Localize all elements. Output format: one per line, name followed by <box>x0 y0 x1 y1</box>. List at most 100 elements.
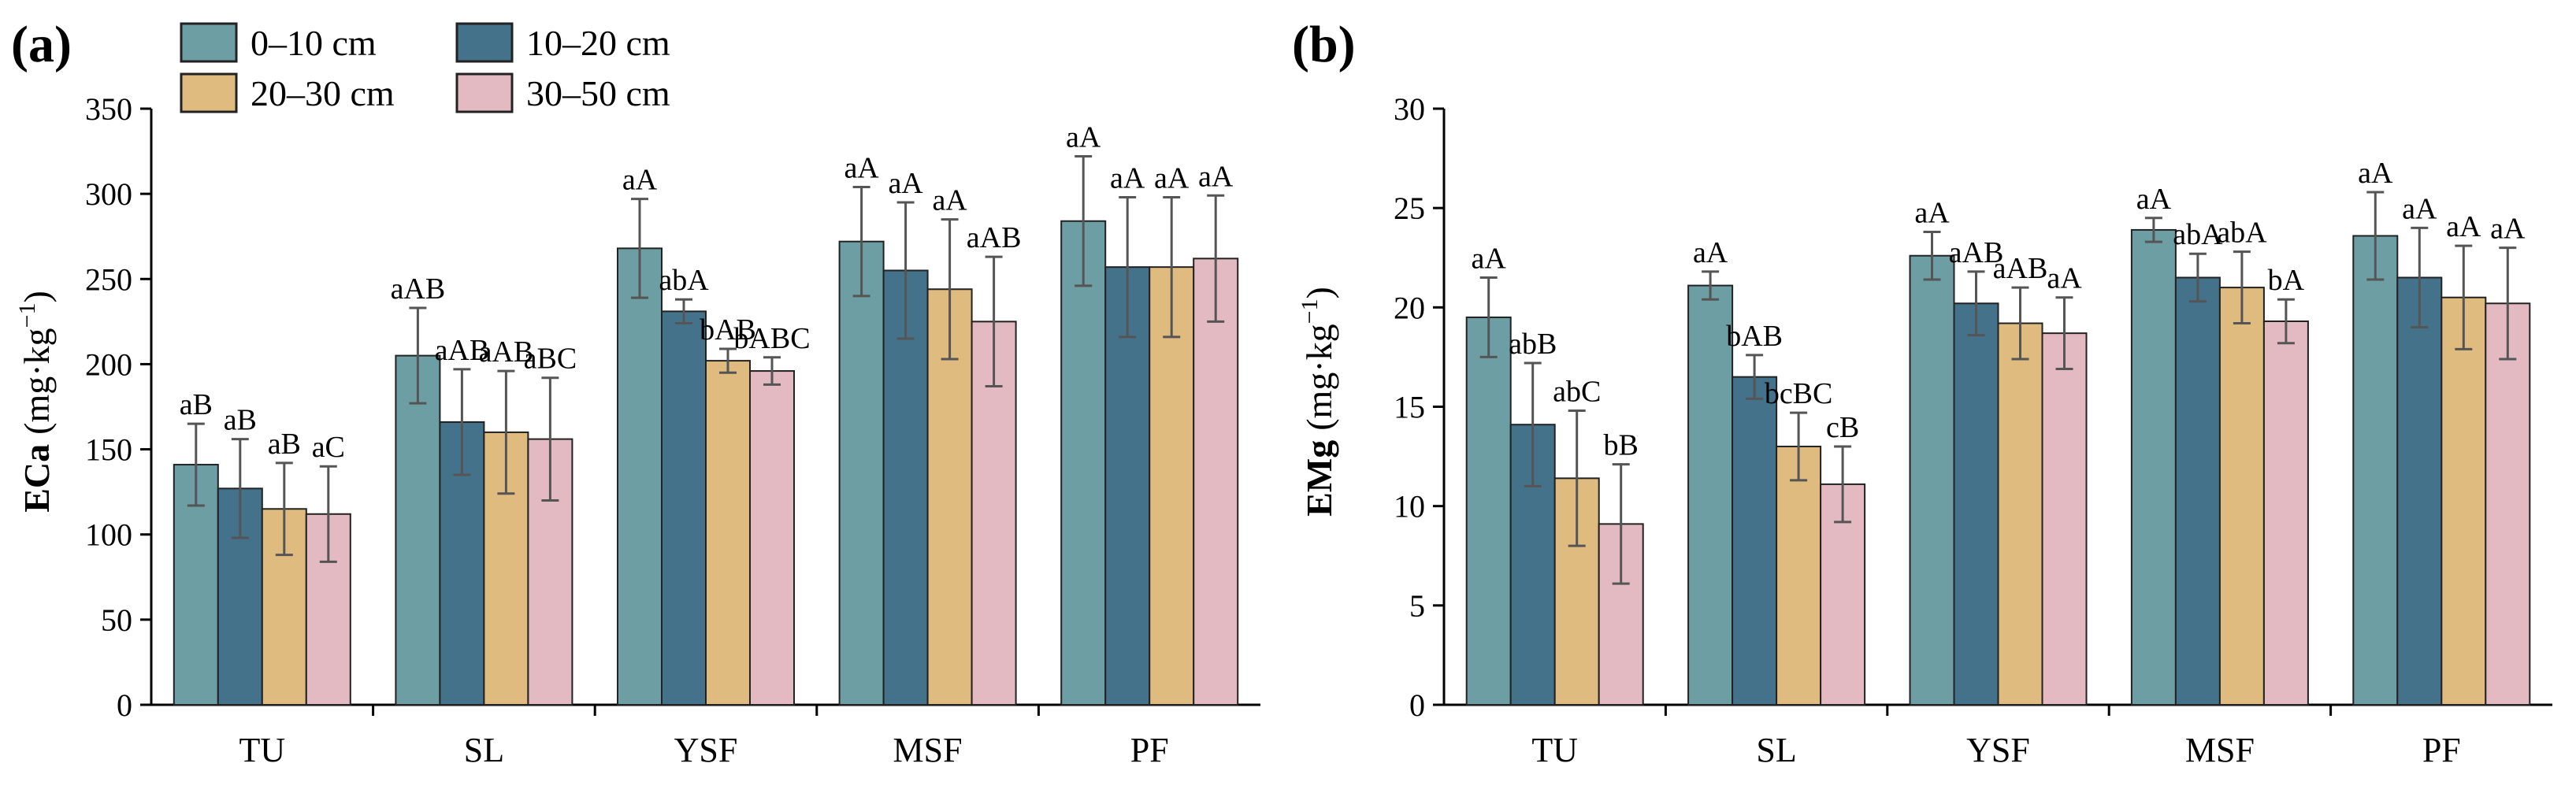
error-bar-b-pf-20-30-cm <box>2455 244 2473 350</box>
significance-label-b-sl-10-20-cm: bAB <box>1726 320 1783 353</box>
y-axis-title-a-close: ) <box>17 291 57 302</box>
significance-label-b-tu-10-20-cm: abB <box>1509 328 1557 361</box>
x-category-label-tu: TU <box>239 731 285 769</box>
y-tick-label-a: 150 <box>85 432 132 468</box>
y-axis-title-b-text: EMg (mg·kg−1) <box>1297 287 1339 517</box>
significance-label-b-ysf-20-30-cm: aAB <box>1993 252 2048 285</box>
error-bar-a-tu-20-30-cm <box>275 461 293 557</box>
error-bar-b-ysf-0-10-cm <box>1923 230 1941 281</box>
significance-label-b-ysf-0-10-cm: aA <box>1914 196 1950 229</box>
bar-b-pf-20-30-cm <box>2441 296 2487 706</box>
significance-label-a-tu-10-20-cm: aB <box>224 404 257 437</box>
panel-a: (a) ECa (mg·kg−1) 0 50 100 150 200 250 300 350 TU… <box>11 16 1260 769</box>
y-axis-title-b: EMg (mg·kg−1) <box>1297 287 1339 517</box>
x-category-label-ysf: YSF <box>674 731 738 769</box>
x-category-label-pf: PF <box>1130 731 1169 769</box>
y-tick-label-b: 5 <box>1409 588 1425 624</box>
significance-label-b-msf-20-30-cm: abA <box>2217 217 2267 250</box>
legend-swatch-0-10cm <box>180 22 238 63</box>
error-bar-a-sl-20-30-cm <box>497 369 515 495</box>
significance-label-a-pf-10-20-cm: aA <box>1110 161 1145 195</box>
significance-label-b-tu-30-50-cm: bB <box>1604 429 1639 462</box>
y-tick-label-a: 350 <box>85 91 132 127</box>
legend-label-30-50cm: 30–50 cm <box>526 73 670 113</box>
bar-b-ysf-30-50-cm <box>2041 332 2088 706</box>
significance-label-a-pf-0-10-cm: aA <box>1066 121 1101 154</box>
axes-a: 0 50 100 150 200 250 300 350 TU SL YSF MSF PF <box>85 91 1260 769</box>
significance-label-b-sl-20-30-cm: bcBC <box>1765 377 1833 410</box>
bar-a-msf-0-10-cm <box>838 240 885 706</box>
error-bar-b-ysf-10-20-cm <box>1967 270 1985 337</box>
error-bar-a-tu-0-10-cm <box>187 422 205 507</box>
error-bar-b-pf-10-20-cm <box>2411 226 2429 329</box>
y-tick-label-b: 10 <box>1394 489 1425 524</box>
significance-label-a-msf-30-50-cm: aAB <box>967 221 1022 254</box>
error-bar-b-sl-0-10-cm <box>1702 270 1720 301</box>
significance-label-a-sl-10-20-cm: aAB <box>435 334 490 367</box>
error-bar-a-sl-10-20-cm <box>453 368 471 476</box>
error-bar-b-tu-0-10-cm <box>1479 276 1498 358</box>
x-category-label-ysf: YSF <box>1966 731 2030 769</box>
error-bar-b-sl-10-20-cm <box>1746 354 1764 400</box>
bar-a-pf-30-50-cm <box>1193 258 1239 706</box>
bar-a-pf-0-10-cm <box>1060 220 1107 706</box>
bar-b-ysf-10-20-cm <box>1953 302 1999 706</box>
error-bar-a-ysf-20-30-cm <box>719 347 737 374</box>
significance-label-b-sl-30-50-cm: cB <box>1826 411 1859 444</box>
significance-label-a-pf-20-30-cm: aA <box>1154 161 1190 195</box>
error-bar-a-ysf-10-20-cm <box>675 298 692 325</box>
y-tick-label-a: 250 <box>85 261 132 297</box>
error-bar-a-pf-20-30-cm <box>1163 195 1181 339</box>
error-bar-b-msf-0-10-cm <box>2144 217 2162 243</box>
y-tick-label-a: 200 <box>85 346 132 382</box>
significance-label-b-msf-30-50-cm: bA <box>2268 264 2305 297</box>
significance-label-a-ysf-30-50-cm: bABC <box>733 322 810 355</box>
error-bar-a-tu-30-50-cm <box>319 465 337 563</box>
y-axis-title-b-unit: (mg·kg <box>1299 324 1339 430</box>
significance-label-a-sl-20-30-cm: aAB <box>479 335 534 369</box>
error-bar-a-pf-0-10-cm <box>1075 155 1093 287</box>
error-bar-a-ysf-0-10-cm <box>631 198 648 299</box>
error-bar-b-msf-30-50-cm <box>2277 298 2295 345</box>
panel-b-label: (b) <box>1292 16 1356 73</box>
error-bar-a-tu-10-20-cm <box>231 438 249 539</box>
legend-swatch-20-30cm <box>180 72 238 113</box>
significance-label-a-ysf-20-30-cm: bAB <box>700 313 756 346</box>
y-tick-label-a: 50 <box>101 602 132 638</box>
legend-label-0-10cm: 0–10 cm <box>251 23 377 63</box>
bar-b-ysf-20-30-cm <box>1997 322 2043 706</box>
error-bar-b-msf-10-20-cm <box>2188 252 2207 303</box>
significance-label-a-sl-30-50-cm: aBC <box>524 343 577 376</box>
bar-a-sl-0-10-cm <box>395 354 441 706</box>
significance-label-b-ysf-30-50-cm: aA <box>2047 262 2082 295</box>
y-axis-title-b-close: ) <box>1299 287 1339 298</box>
significance-label-b-msf-10-20-cm: abA <box>2173 218 2223 251</box>
significance-label-a-sl-0-10-cm: aAB <box>391 272 446 306</box>
bar-b-sl-10-20-cm <box>1732 376 1778 706</box>
legend-label-10-20cm: 10–20 cm <box>526 23 670 63</box>
significance-label-b-tu-0-10-cm: aA <box>1472 242 1507 275</box>
y-axis-title-a-main: ECa <box>17 444 57 513</box>
bar-a-ysf-0-10-cm <box>617 247 663 706</box>
error-bar-b-tu-30-50-cm <box>1612 463 1630 585</box>
legend: 0–10 cm 10–20 cm 20–30 cm 30–50 cm <box>180 22 670 113</box>
y-tick-label-b: 30 <box>1394 91 1425 127</box>
panel-b: (b) EMg (mg·kg−1) 0 5 10 15 20 25 30 TU SL YSF MSF P… <box>1292 16 2552 769</box>
y-tick-label-b: 20 <box>1394 290 1425 325</box>
bar-b-msf-20-30-cm <box>2218 287 2265 706</box>
x-category-label-msf: MSF <box>2185 731 2255 769</box>
y-axis-title-a: ECa (mg·kg−1) <box>14 291 57 513</box>
y-axis-title-a-sup: −1 <box>14 303 40 328</box>
significance-label-a-tu-0-10-cm: aB <box>180 388 213 421</box>
significance-label-a-msf-10-20-cm: aA <box>888 167 923 200</box>
significance-label-b-ysf-10-20-cm: aAB <box>1949 236 2004 269</box>
error-bar-a-sl-30-50-cm <box>541 376 559 502</box>
y-tick-label-b: 25 <box>1394 191 1425 226</box>
error-bar-a-ysf-30-50-cm <box>763 356 781 386</box>
error-bar-a-msf-30-50-cm <box>985 255 1003 388</box>
y-tick-label-a: 0 <box>117 687 132 723</box>
bar-b-pf-0-10-cm <box>2352 235 2399 706</box>
x-category-label-sl: SL <box>1756 731 1796 769</box>
